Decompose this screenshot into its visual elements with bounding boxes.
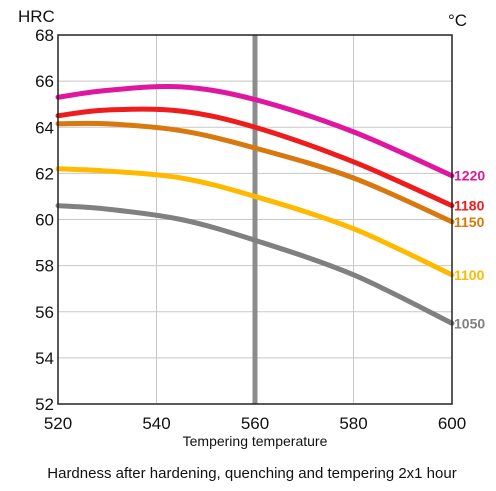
y-tick-label-54: 54 [35, 349, 54, 368]
y-tick-label-60: 60 [35, 211, 54, 230]
series-line-1050 [55, 203, 455, 326]
y-tick-label-62: 62 [35, 164, 54, 183]
x-unit-label: °C [448, 11, 467, 30]
series-group [55, 84, 455, 326]
x-tick-label-520: 520 [44, 414, 72, 433]
y-unit-label: HRC [18, 7, 55, 26]
series-label-1050: 1050 [454, 315, 485, 331]
series-label-1180: 1180 [454, 198, 485, 214]
y-tick-label-56: 56 [35, 303, 54, 322]
series-line-1180 [55, 106, 455, 209]
x-tick-labels: 520 540 560 580 600 [44, 414, 466, 433]
y-tick-labels: 52 54 56 58 60 62 64 66 68 [35, 26, 54, 414]
x-tick-label-540: 540 [142, 414, 170, 433]
series-label-1100: 1100 [454, 267, 485, 283]
series-label-1220: 1220 [454, 168, 485, 184]
series-line-1220 [55, 84, 455, 179]
series-label-1150: 1150 [454, 214, 485, 230]
y-tick-label-52: 52 [35, 395, 54, 414]
x-axis-title: Tempering temperature [183, 433, 328, 449]
plot-frame [57, 34, 453, 405]
x-tick-label-580: 580 [339, 414, 367, 433]
y-tick-label-66: 66 [35, 72, 54, 91]
y-tick-label-64: 64 [35, 118, 54, 137]
series-line-1100 [55, 166, 455, 278]
y-tick-label-68: 68 [35, 26, 54, 45]
y-tick-label-58: 58 [35, 257, 54, 276]
x-tick-label-560: 560 [241, 414, 269, 433]
x-tick-label-600: 600 [438, 414, 466, 433]
series-line-1150 [55, 120, 455, 225]
chart-caption: Hardness after hardening, quenching and … [47, 465, 456, 482]
